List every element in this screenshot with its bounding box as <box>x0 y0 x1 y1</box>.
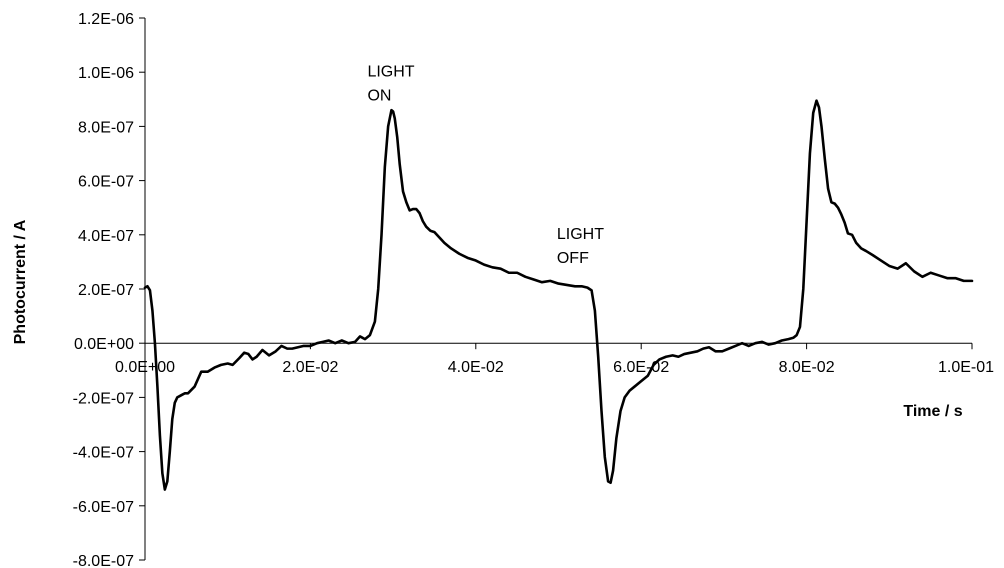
annotation-label: OFF <box>557 250 589 267</box>
x-axis-title: Time / s <box>903 403 962 420</box>
y-tick-label: -8.0E-07 <box>73 553 134 568</box>
y-axis-title: Photocurrent / A <box>12 219 29 344</box>
y-tick-label: -6.0E-07 <box>73 499 134 516</box>
x-tick-label: 4.0E-02 <box>448 359 504 376</box>
y-tick-label: -4.0E-07 <box>73 445 134 462</box>
y-tick-label: 8.0E-07 <box>78 119 134 136</box>
x-axis-ticks: 0.0E+00 2.0E-02 4.0E-02 6.0E-02 8.0E-02 1.0E-… <box>115 343 994 376</box>
x-tick-label: 1.0E-01 <box>938 359 994 376</box>
annotation-label: LIGHT <box>367 63 414 80</box>
x-tick-label: 2.0E-02 <box>282 359 338 376</box>
photocurrent-series-line <box>143 99 974 491</box>
y-tick-label: -2.0E-07 <box>73 390 134 407</box>
y-tick-label: 4.0E-07 <box>78 228 134 245</box>
y-tick-label: 0.0E+00 <box>74 336 134 353</box>
y-tick-label: 2.0E-07 <box>78 282 134 299</box>
annotation-label: ON <box>367 87 391 104</box>
x-tick-label: 6.0E-02 <box>613 359 669 376</box>
annotations: LIGHT ON LIGHT OFF <box>367 63 604 267</box>
x-tick-label: 8.0E-02 <box>779 359 835 376</box>
y-tick-label: 6.0E-07 <box>78 174 134 191</box>
y-tick-label: 1.0E-06 <box>78 65 134 82</box>
y-axis-ticks: 1.2E-06 1.0E-06 8.0E-07 6.0E-07 4.0E-07 2.0E-… <box>73 11 145 568</box>
y-tick-label: 1.2E-06 <box>78 11 134 28</box>
annotation-label: LIGHT <box>557 226 604 243</box>
